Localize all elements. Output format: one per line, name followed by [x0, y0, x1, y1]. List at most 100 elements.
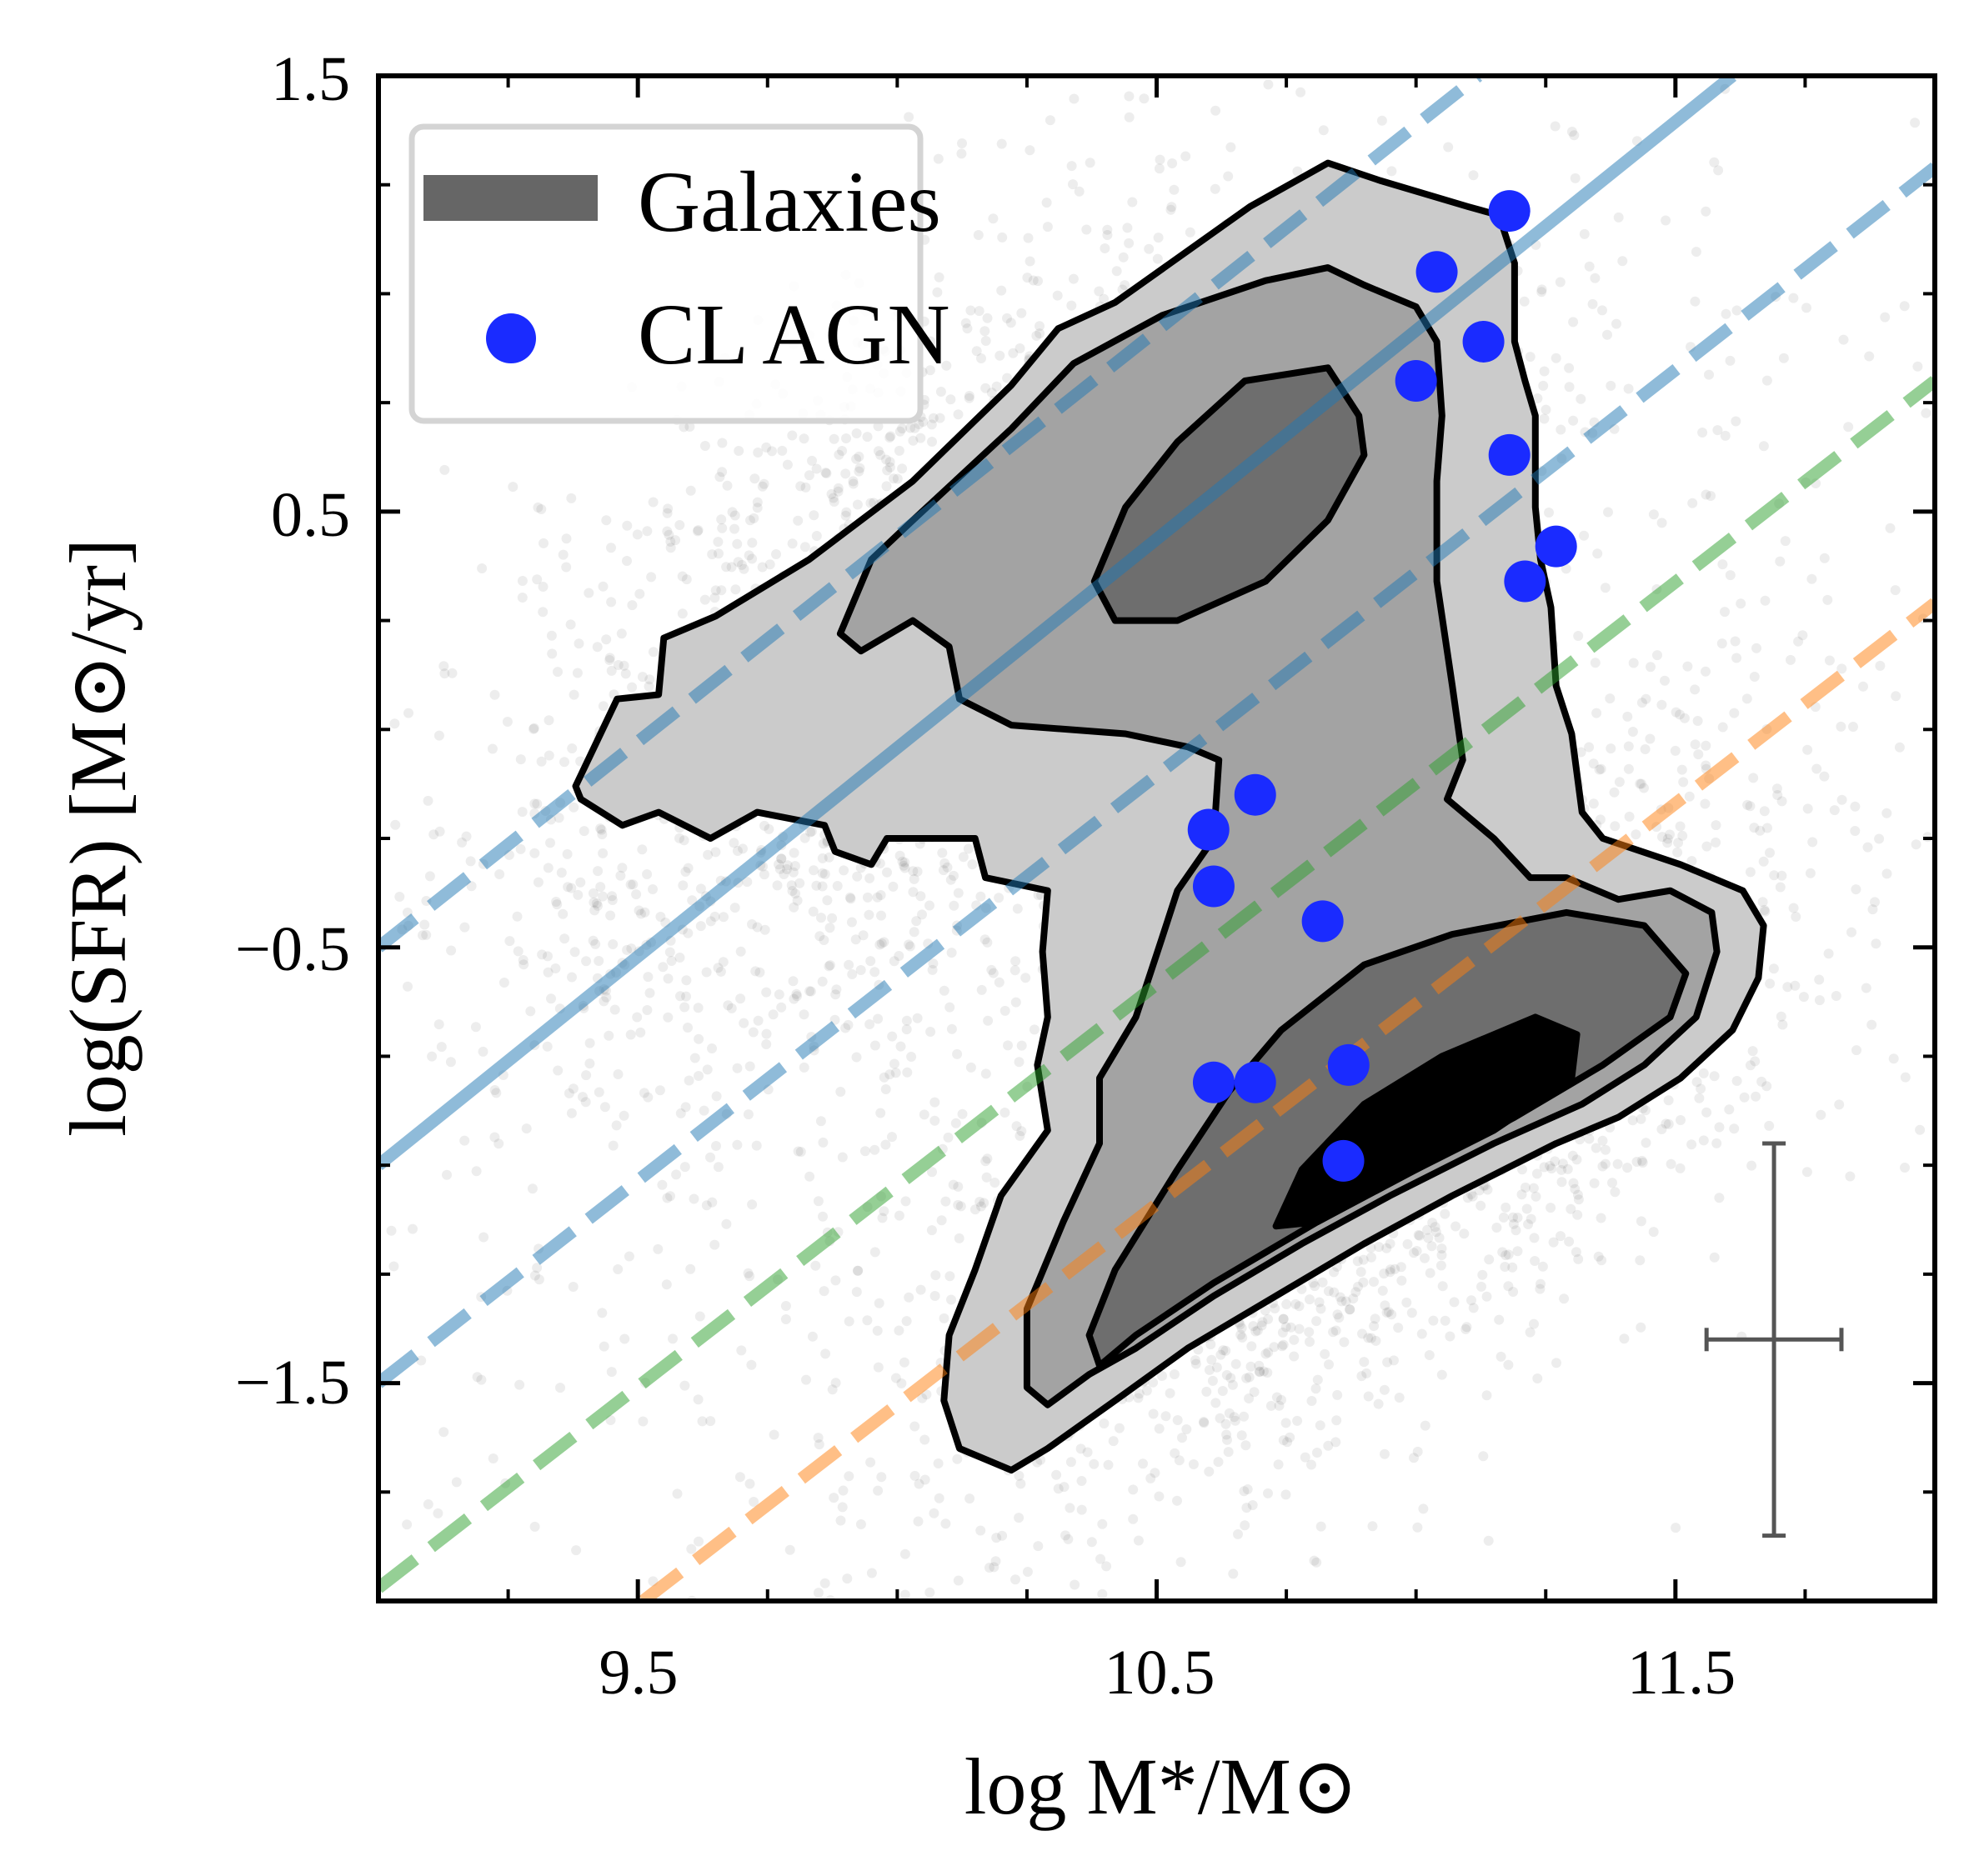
background-galaxy-dot	[657, 1179, 668, 1190]
background-galaxy-dot	[837, 1502, 848, 1513]
background-galaxy-dot	[1381, 1243, 1392, 1253]
background-galaxy-dot	[764, 559, 775, 570]
background-galaxy-dot	[734, 446, 744, 456]
background-galaxy-dot	[717, 438, 728, 448]
background-galaxy-dot	[584, 1038, 595, 1048]
background-galaxy-dot	[1294, 1301, 1305, 1312]
background-galaxy-dot	[946, 1023, 957, 1034]
background-galaxy-dot	[1622, 711, 1633, 722]
background-galaxy-dot	[894, 426, 905, 437]
background-galaxy-dot	[786, 880, 797, 891]
background-galaxy-dot	[665, 1191, 675, 1202]
background-galaxy-dot	[1380, 1448, 1390, 1459]
background-galaxy-dot	[1270, 1303, 1280, 1313]
background-galaxy-dot	[967, 859, 978, 870]
background-galaxy-dot	[780, 1301, 791, 1311]
background-galaxy-dot	[914, 1751, 924, 1761]
background-galaxy-dot	[781, 864, 792, 874]
background-galaxy-dot	[521, 1123, 532, 1134]
background-galaxy-dot	[1529, 1233, 1540, 1243]
background-galaxy-dot	[1393, 1323, 1404, 1333]
background-galaxy-dot	[634, 905, 644, 916]
background-galaxy-dot	[1023, 233, 1034, 243]
background-galaxy-dot	[556, 868, 567, 878]
background-galaxy-dot	[1066, 300, 1077, 311]
background-galaxy-dot	[833, 483, 844, 493]
background-galaxy-dot	[841, 507, 852, 518]
background-galaxy-dot	[1416, 1328, 1427, 1339]
background-galaxy-dot	[598, 848, 609, 858]
background-galaxy-dot	[901, 1316, 912, 1327]
background-galaxy-dot	[632, 1012, 643, 1023]
background-galaxy-dot	[1675, 1163, 1686, 1173]
background-galaxy-dot	[897, 423, 908, 434]
background-galaxy-dot	[1691, 247, 1701, 258]
background-galaxy-dot	[936, 1215, 947, 1226]
background-galaxy-dot	[912, 866, 923, 877]
background-galaxy-dot	[1205, 1339, 1216, 1350]
background-galaxy-dot	[543, 967, 554, 978]
background-galaxy-dot	[1233, 1528, 1243, 1539]
background-galaxy-dot	[675, 991, 685, 1002]
background-galaxy-dot	[1199, 1418, 1210, 1428]
background-galaxy-dot	[888, 881, 899, 892]
background-galaxy-dot	[862, 1315, 873, 1326]
background-galaxy-dot	[1241, 1373, 1252, 1383]
background-galaxy-dot	[1555, 277, 1566, 288]
background-galaxy-dot	[964, 393, 974, 403]
background-galaxy-dot	[595, 882, 606, 893]
background-galaxy-dot	[1627, 1115, 1638, 1126]
background-galaxy-dot	[546, 993, 556, 1004]
background-galaxy-dot	[1206, 1354, 1217, 1365]
background-galaxy-dot	[575, 877, 586, 888]
background-galaxy-dot	[806, 826, 817, 837]
background-galaxy-dot	[997, 232, 1008, 243]
background-galaxy-dot	[1066, 161, 1077, 172]
background-galaxy-dot	[892, 473, 903, 484]
background-galaxy-dot	[1220, 1418, 1231, 1429]
background-galaxy-dot	[1605, 693, 1616, 704]
background-galaxy-dot	[927, 437, 937, 447]
background-galaxy-dot	[1422, 1224, 1433, 1235]
background-galaxy-dot	[707, 1043, 717, 1053]
background-galaxy-dot	[1204, 1364, 1215, 1375]
background-galaxy-dot	[1331, 1415, 1342, 1426]
background-galaxy-dot	[1556, 1177, 1567, 1188]
background-galaxy-dot	[880, 1084, 891, 1094]
background-galaxy-dot	[1822, 594, 1833, 605]
background-galaxy-dot	[624, 1251, 634, 1262]
background-galaxy-dot	[1776, 796, 1787, 807]
background-galaxy-dot	[655, 912, 666, 922]
background-galaxy-dot	[795, 1147, 806, 1157]
background-galaxy-dot	[1025, 256, 1035, 267]
background-galaxy-dot	[683, 928, 694, 938]
background-galaxy-dot	[1076, 1504, 1087, 1515]
background-galaxy-dot	[986, 964, 997, 975]
background-galaxy-dot	[1790, 980, 1801, 991]
background-galaxy-dot	[703, 849, 714, 860]
background-galaxy-dot	[1028, 275, 1039, 286]
background-galaxy-dot	[515, 843, 526, 854]
background-galaxy-dot	[555, 1383, 565, 1393]
background-galaxy-dot	[874, 1298, 884, 1308]
background-galaxy-dot	[1748, 773, 1759, 783]
background-galaxy-dot	[476, 1374, 487, 1385]
background-galaxy-dot	[1406, 1308, 1417, 1318]
background-galaxy-dot	[934, 272, 944, 283]
background-galaxy-dot	[1573, 1194, 1584, 1205]
background-galaxy-dot	[1759, 904, 1770, 915]
background-galaxy-dot	[784, 1544, 795, 1555]
background-galaxy-dot	[834, 449, 844, 460]
background-galaxy-dot	[1731, 653, 1742, 663]
background-galaxy-dot	[717, 467, 728, 478]
background-galaxy-dot	[997, 1530, 1008, 1541]
background-galaxy-dot	[1584, 261, 1595, 272]
background-galaxy-dot	[1060, 1530, 1070, 1541]
background-galaxy-dot	[749, 1497, 759, 1507]
background-galaxy-dot	[1305, 1337, 1315, 1347]
background-galaxy-dot	[604, 653, 615, 663]
background-galaxy-dot	[776, 853, 787, 864]
background-galaxy-dot	[1365, 1243, 1376, 1253]
background-galaxy-dot	[1623, 741, 1634, 752]
background-galaxy-dot	[1694, 1093, 1705, 1103]
